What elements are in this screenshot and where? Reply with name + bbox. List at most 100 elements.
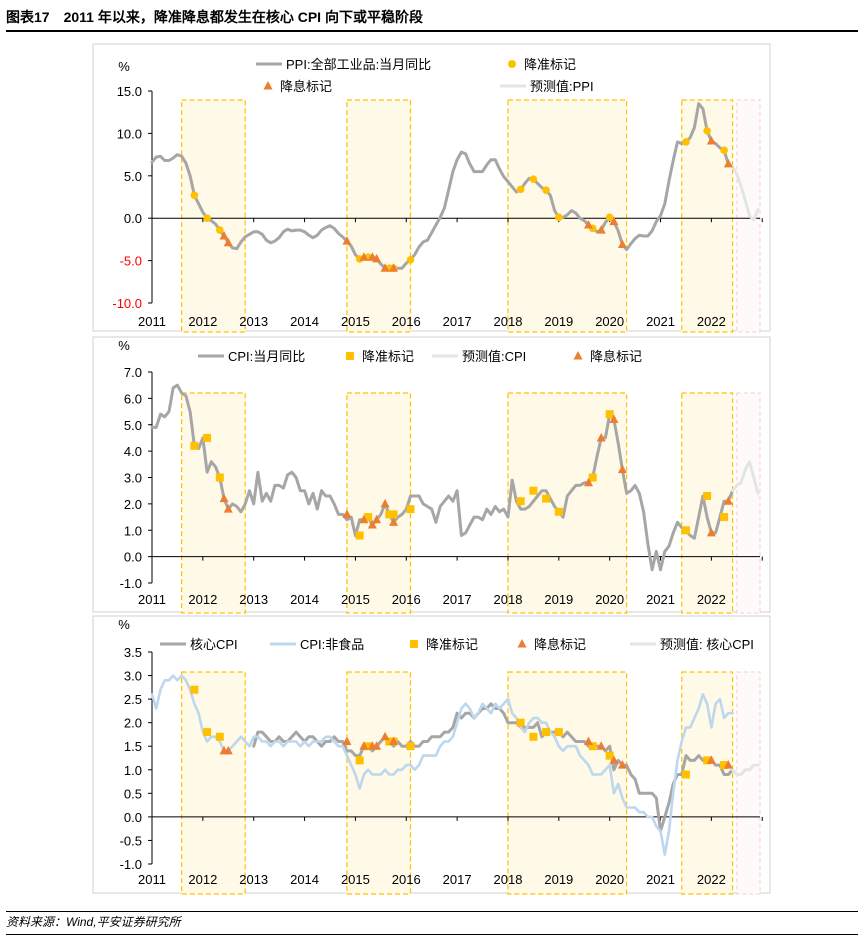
rrr-cut-marker bbox=[554, 507, 563, 516]
rrr-cut-marker bbox=[215, 473, 224, 482]
x-tick-label: 2012 bbox=[188, 314, 217, 329]
x-tick-label: 2017 bbox=[443, 592, 472, 607]
rrr-cut-marker bbox=[203, 433, 212, 442]
rrr-cut-marker bbox=[364, 513, 373, 522]
x-tick-label: 2014 bbox=[290, 872, 319, 887]
rrr-cut-marker bbox=[605, 410, 614, 419]
legend-label: 降息标记 bbox=[280, 79, 332, 94]
forecast-line bbox=[731, 165, 760, 222]
rrr-cut-marker bbox=[605, 751, 614, 760]
legend-label: 降准标记 bbox=[426, 637, 478, 652]
rate-cut-marker bbox=[372, 514, 382, 524]
rrr-cut-marker bbox=[203, 214, 211, 222]
legend-label: 预测值:PPI bbox=[530, 79, 594, 94]
x-tick-label: 2015 bbox=[341, 872, 370, 887]
legend-label: 降准标记 bbox=[524, 57, 576, 72]
y-tick-label: 0.0 bbox=[124, 550, 142, 565]
y-tick-label: 15.0 bbox=[117, 84, 142, 99]
x-tick-label: 2016 bbox=[392, 314, 421, 329]
rrr-cut-marker bbox=[203, 728, 212, 737]
rrr-cut-marker bbox=[529, 175, 538, 183]
rrr-cut-marker bbox=[406, 742, 415, 751]
legend-label: PPI:全部工业品:当月同比 bbox=[286, 57, 431, 72]
highlight-period bbox=[346, 392, 412, 614]
rrr-cut-marker bbox=[516, 185, 525, 194]
rrr-cut-marker bbox=[190, 685, 199, 694]
rate-cut-marker bbox=[723, 760, 733, 769]
chart-panel-3: -1.0 -0.5 0.0 0.5 1.0 1.5 2.0 2.5 3.0 3.5% 2011 201… bbox=[92, 615, 771, 895]
rate-cut-marker bbox=[342, 736, 352, 746]
rrr-cut-marker bbox=[364, 742, 373, 751]
highlight-period bbox=[346, 99, 412, 333]
y-unit-label: % bbox=[118, 59, 130, 74]
legend: 核心CPI CPI:非食品 降准标记 降息标记 预测值: 核心CPI bbox=[160, 637, 754, 652]
rrr-cut-marker bbox=[385, 737, 394, 746]
y-tick-label: 0.0 bbox=[124, 211, 142, 226]
chart-panel-2: -1.0 0.0 1.0 2.0 3.0 4.0 5.0 6.0 7.0% 2011 2012 201… bbox=[92, 336, 771, 614]
highlight-period bbox=[507, 671, 628, 895]
legend-label: 降准标记 bbox=[362, 349, 414, 364]
panel-frame bbox=[92, 336, 771, 613]
rrr-cut-marker bbox=[588, 473, 597, 482]
legend-label: CPI:非食品 bbox=[300, 637, 364, 652]
legend-label: 降息标记 bbox=[534, 637, 586, 652]
rrr-cut-marker bbox=[605, 213, 614, 222]
y-tick-label: -10.0 bbox=[112, 296, 142, 311]
y-tick-label: 2.0 bbox=[124, 716, 142, 731]
rrr-cut-marker bbox=[703, 127, 711, 135]
rate-cut-marker bbox=[596, 432, 606, 442]
y-tick-label: 1.5 bbox=[124, 739, 142, 754]
y-tick-label: -1.0 bbox=[120, 857, 142, 872]
rate-cut-marker bbox=[389, 517, 399, 526]
x-tick-label: 2014 bbox=[290, 592, 319, 607]
highlight-period bbox=[681, 392, 734, 614]
rate-cut-marker bbox=[342, 509, 352, 518]
x-tick-label: 2021 bbox=[646, 872, 675, 887]
x-tick-label: 2018 bbox=[494, 872, 523, 887]
legend-label: 降息标记 bbox=[590, 349, 642, 364]
y-unit-label: % bbox=[118, 617, 130, 632]
x-tick-label: 2011 bbox=[138, 872, 166, 887]
y-tick-label: 0.5 bbox=[124, 786, 142, 801]
x-tick-label: 2012 bbox=[188, 592, 217, 607]
rate-cut-marker bbox=[617, 239, 627, 248]
x-tick-label: 2011 bbox=[138, 314, 166, 329]
x-tick-label: 2019 bbox=[544, 314, 573, 329]
x-tick-label: 2013 bbox=[239, 872, 268, 887]
y-tick-label: 5.0 bbox=[124, 169, 142, 184]
chart-panel-1: -10.0 -5.0 0.0 5.0 10.0 15.0% 2011 2012 2013 2014… bbox=[92, 43, 771, 333]
rrr-cut-marker bbox=[681, 526, 690, 535]
y-tick-label: 7.0 bbox=[124, 365, 142, 380]
rate-cut-marker bbox=[359, 514, 369, 524]
rrr-cut-marker bbox=[389, 510, 398, 519]
rrr-cut-marker bbox=[529, 486, 538, 495]
rrr-cut-marker bbox=[355, 756, 364, 765]
rrr-cut-marker bbox=[720, 146, 728, 155]
source-note: 资料来源：Wind,平安证券研究所 bbox=[6, 911, 858, 935]
rrr-cut-marker bbox=[529, 732, 538, 741]
legend-label: 预测值: 核心CPI bbox=[660, 637, 754, 652]
forecast-line bbox=[731, 460, 760, 495]
y-tick-label: -5.0 bbox=[120, 254, 142, 269]
rrr-cut-marker bbox=[216, 226, 224, 234]
rrr-cut-marker bbox=[703, 491, 712, 500]
rate-cut-marker bbox=[380, 731, 390, 741]
rate-cut-marker bbox=[223, 504, 233, 513]
rrr-cut-marker bbox=[720, 513, 729, 522]
rate-cut-marker bbox=[596, 741, 606, 750]
x-tick-label: 2016 bbox=[392, 872, 421, 887]
rate-cut-marker bbox=[380, 263, 390, 272]
x-tick-label: 2015 bbox=[341, 314, 370, 329]
panel-frame bbox=[92, 615, 771, 894]
y-tick-label: 3.0 bbox=[124, 669, 142, 684]
highlight-period bbox=[181, 671, 246, 895]
x-tick-label: 2013 bbox=[239, 592, 268, 607]
rate-cut-marker bbox=[609, 414, 619, 423]
rate-cut-marker bbox=[372, 253, 382, 263]
series-line bbox=[150, 383, 735, 572]
legend-label: 预测值:CPI bbox=[462, 349, 526, 364]
rrr-cut-marker bbox=[681, 770, 690, 779]
rrr-cut-marker bbox=[516, 718, 525, 727]
x-tick-label: 2022 bbox=[697, 592, 726, 607]
